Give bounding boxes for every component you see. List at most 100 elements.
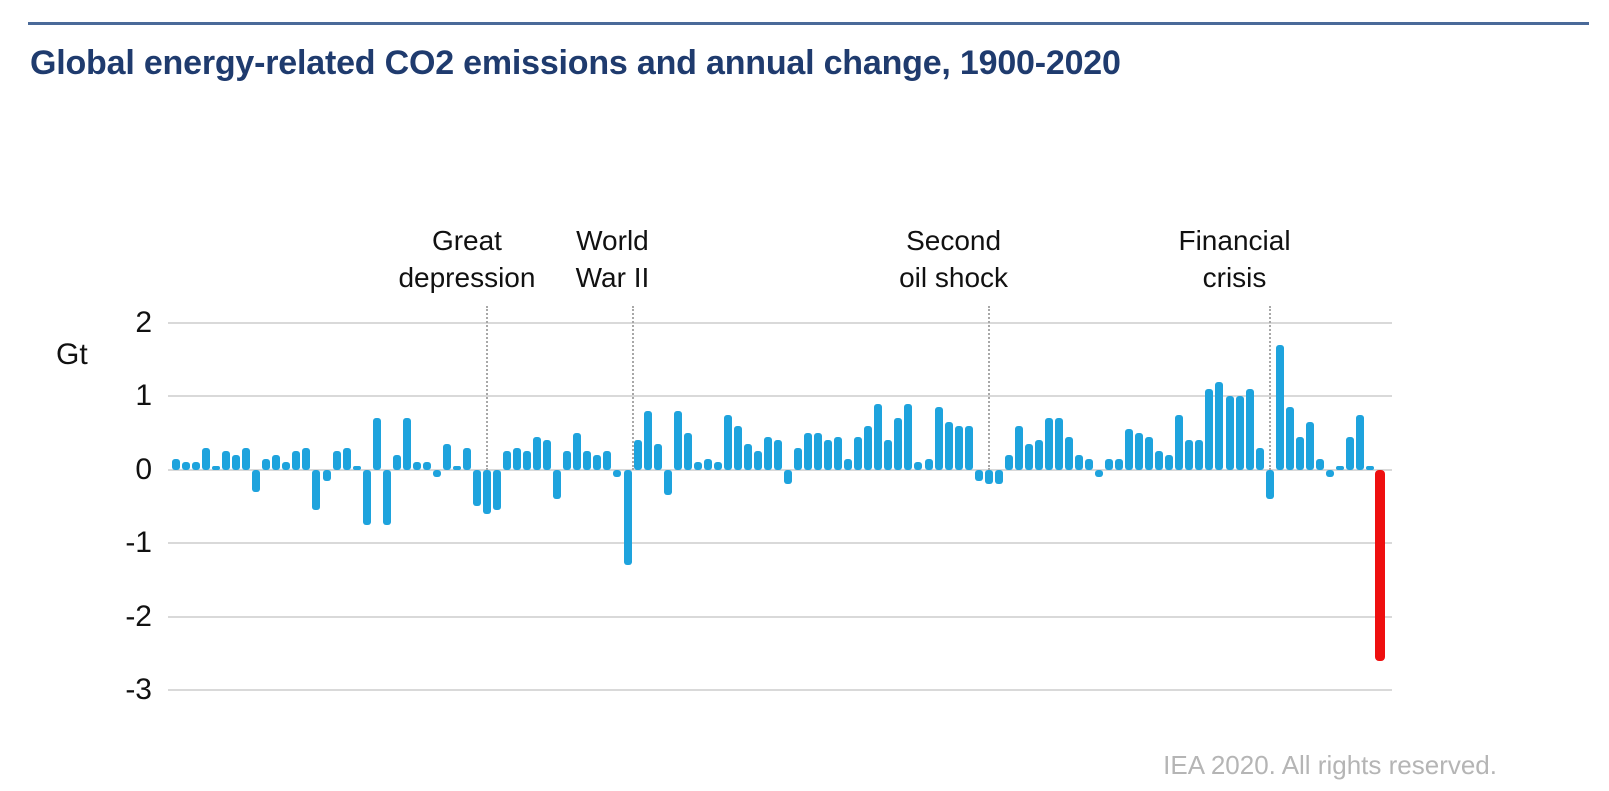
bar-1921 xyxy=(382,469,391,525)
bar-1973 xyxy=(904,403,913,470)
event-marker-line-3 xyxy=(987,306,990,470)
bar-1946 xyxy=(633,440,642,470)
bar-1935 xyxy=(523,451,532,470)
event-label-line: War II xyxy=(575,262,650,293)
bar-1952 xyxy=(693,462,702,470)
bar-2016 xyxy=(1335,466,1344,470)
bar-1994 xyxy=(1115,458,1124,470)
y-tick-label-0: 0 xyxy=(135,452,152,486)
bar-1975 xyxy=(924,458,933,470)
bar-1941 xyxy=(583,451,592,470)
bar-1924 xyxy=(412,462,421,470)
bar-1971 xyxy=(884,440,893,470)
bar-2006 xyxy=(1235,396,1244,470)
bar-1956 xyxy=(733,425,742,470)
bar-1909 xyxy=(262,458,271,470)
bar-1961 xyxy=(784,469,793,485)
bar-1901 xyxy=(182,462,191,470)
bar-1996 xyxy=(1135,433,1144,470)
bar-2017 xyxy=(1345,436,1354,470)
y-tick-label-2: 2 xyxy=(135,306,152,339)
bar-1925 xyxy=(422,462,431,470)
bar-1992 xyxy=(1095,469,1104,478)
bar-2001 xyxy=(1185,440,1194,470)
event-label-line: Great xyxy=(431,225,502,256)
bar-1915 xyxy=(322,469,331,481)
bar-1966 xyxy=(834,436,843,470)
bar-1976 xyxy=(934,407,943,470)
bar-1911 xyxy=(282,462,291,470)
bar-1985 xyxy=(1024,444,1033,470)
bar-1999 xyxy=(1165,455,1174,470)
gridline-0 xyxy=(168,468,1392,471)
bar-1933 xyxy=(503,451,512,470)
bar-1988 xyxy=(1054,418,1063,470)
bar-1908 xyxy=(252,469,261,492)
bar-1986 xyxy=(1034,440,1043,470)
bar-1948 xyxy=(653,444,662,470)
bar-1916 xyxy=(332,451,341,470)
bar-1974 xyxy=(914,462,923,470)
bar-2010 xyxy=(1275,345,1284,470)
bar-2009 xyxy=(1265,469,1274,500)
bar-1959 xyxy=(763,436,772,470)
y-tick-label--3: -3 xyxy=(125,673,152,706)
bar-1979 xyxy=(964,425,973,470)
bar-1936 xyxy=(533,436,542,470)
bar-1931 xyxy=(483,469,492,514)
copyright-note: IEA 2020. All rights reserved. xyxy=(1163,750,1497,780)
bar-1950 xyxy=(673,411,682,470)
bar-1922 xyxy=(392,455,401,470)
bar-1919 xyxy=(362,469,371,525)
event-marker-line-4 xyxy=(1268,306,1271,470)
bar-1980 xyxy=(974,469,983,481)
bar-1910 xyxy=(272,455,281,470)
bar-1977 xyxy=(944,422,953,470)
bar-2012 xyxy=(1295,436,1304,470)
bar-1955 xyxy=(723,414,732,470)
y-tick-label-1: 1 xyxy=(135,379,152,413)
bar-1970 xyxy=(874,403,883,470)
event-label-1: Great depression xyxy=(317,222,617,296)
bar-1989 xyxy=(1064,436,1073,470)
bar-1937 xyxy=(543,440,552,470)
bar-1963 xyxy=(804,433,813,470)
gridline-2 xyxy=(168,322,1392,324)
y-axis-unit-label: Gt xyxy=(56,338,88,371)
bar-1906 xyxy=(232,455,241,470)
bar-1962 xyxy=(794,447,803,470)
bar-1947 xyxy=(643,411,652,470)
y-tick-label--2: -2 xyxy=(125,599,152,633)
bar-1993 xyxy=(1105,458,1114,470)
event-label-4: Financial crisis xyxy=(1085,222,1385,296)
bar-1954 xyxy=(713,462,722,470)
bar-1958 xyxy=(753,451,762,470)
bar-2019 xyxy=(1365,466,1374,470)
bar-1934 xyxy=(513,447,522,470)
bar-1978 xyxy=(954,425,963,470)
bar-1991 xyxy=(1085,458,1094,470)
bar-1912 xyxy=(292,451,301,470)
bar-1965 xyxy=(824,440,833,470)
bar-1967 xyxy=(844,458,853,470)
bar-1902 xyxy=(192,462,201,470)
bar-1932 xyxy=(493,469,502,511)
gridline--1 xyxy=(168,542,1392,545)
bar-1983 xyxy=(1004,455,1013,470)
event-label-2: World War II xyxy=(462,222,762,296)
bar-1900 xyxy=(172,458,180,470)
bar-1904 xyxy=(212,466,221,470)
bar-2004 xyxy=(1215,381,1224,470)
bar-1964 xyxy=(814,433,823,470)
bar-2002 xyxy=(1195,440,1204,470)
bar-1982 xyxy=(994,469,1003,485)
bar-2007 xyxy=(1245,389,1254,470)
gridline-1 xyxy=(168,395,1392,398)
bar-1918 xyxy=(352,466,361,470)
bar-1940 xyxy=(573,433,582,470)
gridline--3 xyxy=(168,689,1392,691)
event-label-line: Financial xyxy=(1178,225,1291,256)
bar-2005 xyxy=(1225,396,1234,470)
event-label-line: depression xyxy=(398,262,536,293)
